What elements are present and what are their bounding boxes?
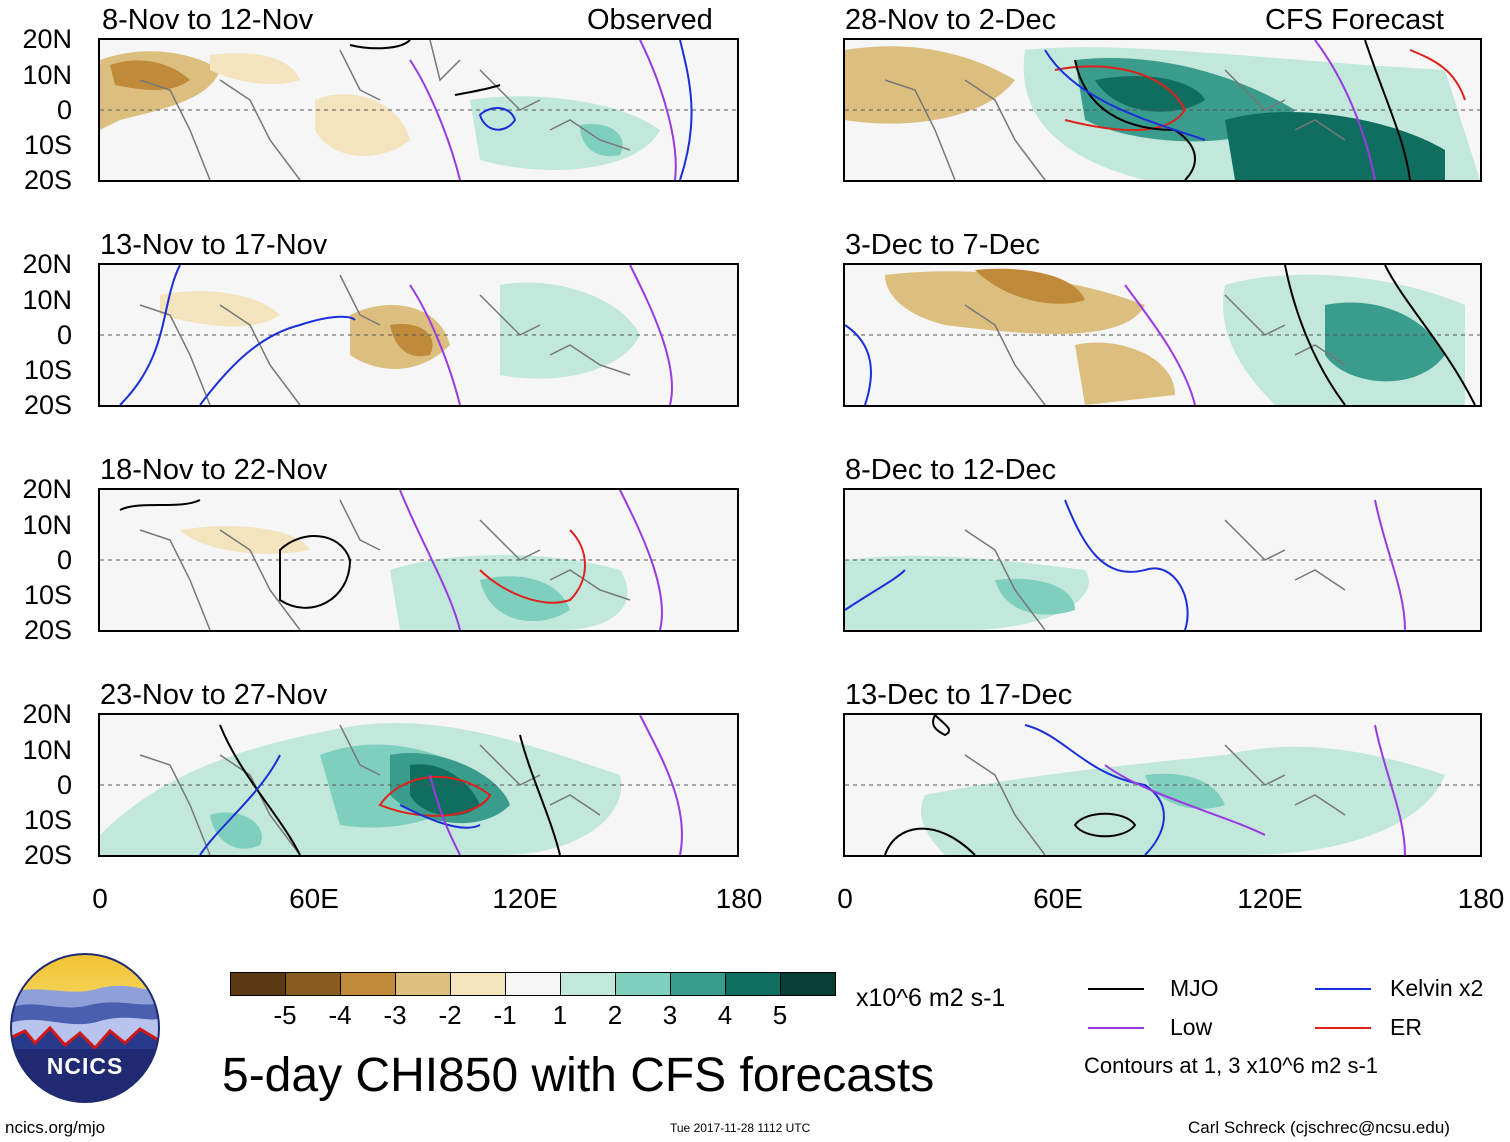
ncics-logo-text: NCICS [46,1053,124,1079]
lat-label: 10S [23,355,72,385]
lat-label: 10S [23,130,72,160]
ncics-logo: NCICS [10,953,160,1103]
map-panel-forecast-4 [843,713,1482,857]
lon-label: 60E [289,883,339,914]
legend-note: Contours at 1, 3 x10^6 m2 s-1 [1084,1053,1379,1078]
colorbar-box [505,972,561,996]
lon-label: 0 [92,883,108,914]
lat-label: 10N [22,735,72,765]
colorbar-label: -3 [383,1000,407,1030]
map-panel-observed-4 [98,713,739,857]
chart-title: 5-day CHI850 with CFS forecasts [222,1049,935,1102]
colorbar-label: -2 [438,1000,462,1030]
lat-label: 20N [22,24,72,54]
lat-label: 20N [22,699,72,729]
panel-title-2: 13-Nov to 17-Nov [100,229,328,261]
footer-timestamp: Tue 2017-11-28 1112 UTC [670,1121,811,1135]
ncics-logo-graphic [10,953,160,1103]
legend-line-er [1315,1027,1371,1029]
panel-title-4: 23-Nov to 27-Nov [100,679,328,711]
lat-label: 20S [23,390,72,420]
lat-label: 0 [56,770,72,800]
lat-label: 20S [23,165,72,195]
colorbar-box [230,972,286,996]
lat-label: 10S [23,580,72,610]
lat-label: 20N [22,249,72,279]
legend-line-kelvin [1315,988,1371,990]
lon-label: 120E [1237,883,1303,914]
colorbar-units: x10^6 m2 s-1 [856,984,1006,1012]
lon-label: 60E [1033,883,1083,914]
colorbar-box [285,972,341,996]
map-panel-forecast-1 [843,38,1482,182]
colorbar-label: 5 [772,1000,788,1030]
colorbar-box [560,972,616,996]
legend-label-low: Low [1170,1014,1213,1040]
lon-label: 180 [715,883,763,914]
colorbar-box [725,972,781,996]
map-panel-observed-1 [98,38,739,182]
colorbar-label: 4 [717,1000,733,1030]
colorbar-label: 2 [607,1000,623,1030]
colorbar-label: -5 [273,1000,297,1030]
panel-title-6: 3-Dec to 7-Dec [845,229,1041,261]
lat-label: 0 [56,320,72,350]
lon-label: 180 [1457,883,1505,914]
map-panel-forecast-2 [843,263,1482,407]
map-panel-observed-2 [98,263,739,407]
colorbar-box [450,972,506,996]
map-panel-forecast-3 [843,488,1482,632]
colorbar-label: -4 [328,1000,352,1030]
lat-label: 10S [23,805,72,835]
footer-credit: Carl Schreck (cjschrec@ncsu.edu) [1188,1118,1450,1137]
lat-label: 20S [23,615,72,645]
legend-label-kelvin: Kelvin x2 [1390,975,1484,1001]
colorbar-box [615,972,671,996]
panel-title-8: 13-Dec to 17-Dec [845,679,1073,711]
colorbar-label: 3 [662,1000,678,1030]
legend-label-er: ER [1390,1014,1422,1040]
panel-title-5: 28-Nov to 2-Dec [845,4,1057,36]
lon-label: 120E [492,883,558,914]
lat-label: 20S [23,840,72,870]
lat-label: 0 [56,95,72,125]
map-panel-observed-3 [98,488,739,632]
lat-label: 10N [22,510,72,540]
lat-label: 0 [56,545,72,575]
colorbar-box [780,972,836,996]
panel-title-7: 8-Dec to 12-Dec [845,454,1057,486]
lon-label: 0 [837,883,853,914]
colorbar-box [340,972,396,996]
legend-line-mjo [1088,988,1144,990]
observed-label: Observed [587,4,713,36]
legend-label-mjo: MJO [1170,975,1219,1001]
forecast-label: CFS Forecast [1265,4,1444,36]
lat-label: 10N [22,60,72,90]
legend-line-low [1088,1027,1144,1029]
colorbar-label: 1 [552,1000,568,1030]
lat-label: 10N [22,285,72,315]
panel-title-1: 8-Nov to 12-Nov [102,4,314,36]
footer-url[interactable]: ncics.org/mjo [5,1118,106,1137]
panel-title-3: 18-Nov to 22-Nov [100,454,328,486]
colorbar-box [395,972,451,996]
lat-label: 20N [22,474,72,504]
colorbar-label: -1 [493,1000,517,1030]
colorbar-box [670,972,726,996]
